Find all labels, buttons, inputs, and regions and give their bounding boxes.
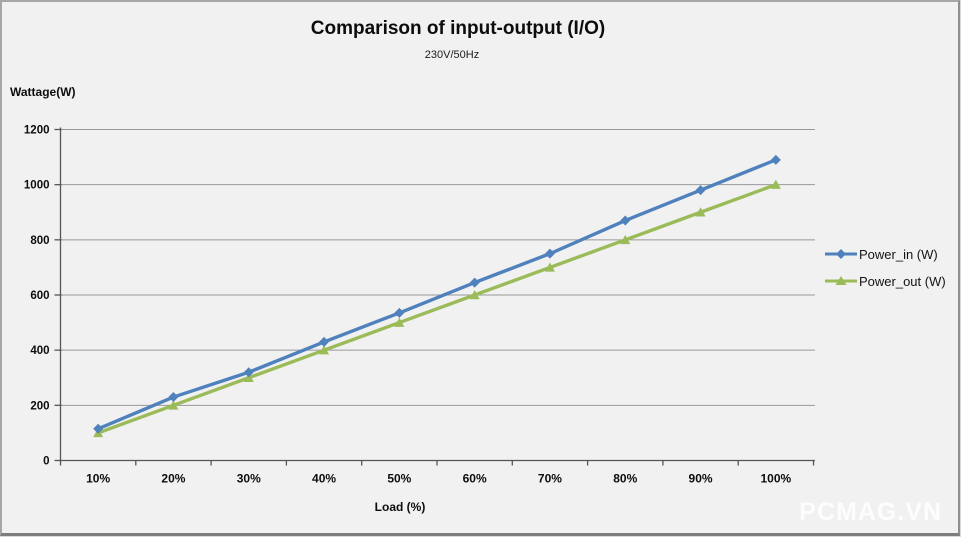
x-axis-title: Load (%): [374, 500, 426, 514]
chart-title: Comparison of input-output (I/O): [310, 18, 606, 39]
triangle-marker: [394, 317, 405, 327]
y-tick-label: 1000: [24, 180, 50, 192]
x-tick-label: 40%: [312, 472, 336, 486]
diamond-marker: [695, 185, 706, 196]
diamond-marker: [93, 423, 104, 434]
y-axis-title: Wattage(W): [10, 85, 76, 99]
x-tick-label: 80%: [613, 472, 637, 486]
legend-label: Power_out (W): [859, 273, 946, 289]
x-tick-label: 60%: [463, 472, 487, 486]
x-tick-label: 90%: [689, 472, 713, 486]
watermark-logo: PCMAG.VN: [799, 498, 942, 526]
legend-marker-diamond-icon: [825, 249, 857, 259]
x-tick-label: 50%: [387, 472, 411, 486]
chart-subtitle: 230V/50Hz: [424, 49, 480, 61]
legend-marker-triangle-icon: [825, 276, 857, 285]
triangle-marker: [770, 179, 781, 189]
y-tick-label: 200: [30, 400, 49, 412]
diamond-marker: [620, 215, 631, 226]
triangle-marker: [243, 372, 254, 382]
legend-item: Power_out (W): [824, 273, 946, 289]
x-tick-label: 70%: [538, 472, 562, 486]
y-tick-label: 600: [30, 290, 49, 302]
diamond-marker: [168, 392, 179, 403]
triangle-marker: [695, 207, 706, 217]
diamond-marker: [394, 307, 405, 318]
y-tick-label: 0: [43, 456, 49, 468]
triangle-marker: [319, 345, 330, 355]
diamond-marker: [770, 154, 781, 165]
series-line-power-in-w-: [96, 158, 778, 431]
triangle-marker: [620, 234, 631, 245]
triangle-marker: [469, 290, 480, 300]
legend: Power_in (W) Power_out (W): [824, 247, 946, 301]
legend-label: Power_in (W): [859, 246, 938, 262]
series-line-power-out-w-: [96, 182, 778, 435]
x-tick-label: 20%: [161, 472, 185, 486]
legend-item: Power_in (W): [824, 246, 946, 262]
triangle-marker: [544, 262, 555, 272]
y-tick-label: 1200: [24, 125, 50, 137]
x-tick-label: 30%: [237, 472, 261, 486]
x-tick-label: 100%: [760, 472, 791, 486]
diamond-marker: [544, 248, 555, 259]
y-tick-label: 800: [30, 235, 49, 247]
diamond-marker: [469, 277, 480, 288]
x-tick-label: 10%: [86, 472, 110, 486]
diamond-marker: [319, 336, 330, 347]
diamond-marker: [243, 367, 254, 378]
triangle-marker: [168, 400, 179, 410]
y-tick-label: 400: [30, 345, 49, 357]
